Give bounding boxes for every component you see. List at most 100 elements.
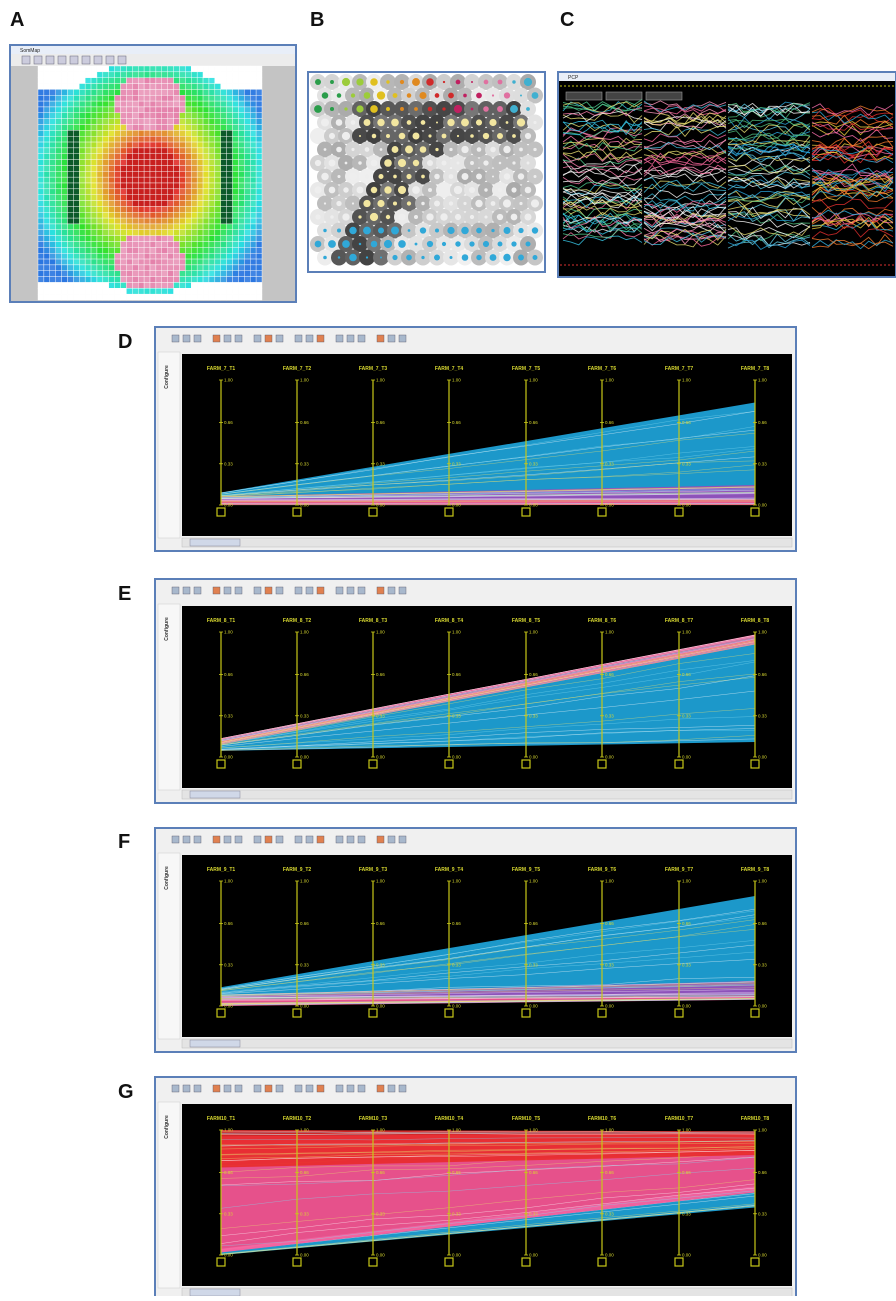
toolbar-icon[interactable]	[224, 335, 231, 342]
toolbar-icon[interactable]	[235, 587, 242, 594]
toolbar-icon[interactable]	[317, 587, 324, 594]
toolbar-icon[interactable]	[358, 335, 365, 342]
toolbar-icon[interactable]	[265, 587, 272, 594]
som-cell	[250, 148, 256, 154]
toolbar-icon[interactable]	[172, 335, 179, 342]
toolbar-icon[interactable]	[295, 1085, 302, 1092]
umatrix-dot	[492, 175, 494, 177]
toolbar-icon[interactable]	[377, 1085, 384, 1092]
toolbar-icon[interactable]	[399, 836, 406, 843]
scrollbar[interactable]	[182, 790, 792, 799]
toolbar-icon[interactable]	[317, 335, 324, 342]
toolbar-icon[interactable]	[358, 836, 365, 843]
toolbar-icon[interactable]	[358, 1085, 365, 1092]
scroll-thumb[interactable]	[190, 1289, 240, 1296]
toolbar-icon[interactable]	[194, 587, 201, 594]
toolbar-icon[interactable]	[183, 1085, 190, 1092]
toolbar-icon[interactable]	[276, 1085, 283, 1092]
toolbar-icon[interactable]	[183, 836, 190, 843]
toolbar-icon[interactable]	[194, 836, 201, 843]
pcp-button[interactable]	[606, 92, 642, 100]
toolbar-icon[interactable]	[295, 836, 302, 843]
som-cell	[115, 113, 121, 119]
toolbar-icon[interactable]	[388, 1085, 395, 1092]
som-cell	[256, 218, 262, 224]
toolbar-icon[interactable]	[399, 587, 406, 594]
toolbar-icon[interactable]	[295, 335, 302, 342]
som-cell	[79, 154, 85, 160]
toolbar-icon[interactable]	[317, 1085, 324, 1092]
scrollbar[interactable]	[182, 1288, 792, 1296]
toolbar-icon[interactable]	[224, 1085, 231, 1092]
toolbar-icon[interactable]	[213, 836, 220, 843]
toolbar-icon[interactable]	[172, 587, 179, 594]
toolbar-icon[interactable]	[172, 1085, 179, 1092]
toolbar-icon[interactable]	[336, 1085, 343, 1092]
toolbar-icon[interactable]	[183, 587, 190, 594]
toolbar-icon[interactable]	[213, 1085, 220, 1092]
toolbar-icon[interactable]	[235, 1085, 242, 1092]
toolbar-icon[interactable]	[347, 836, 354, 843]
toolbar-icon[interactable]	[254, 335, 261, 342]
toolbar-icon[interactable]	[377, 587, 384, 594]
scroll-thumb[interactable]	[190, 791, 240, 798]
toolbar-icon[interactable]	[377, 836, 384, 843]
toolbar-icon[interactable]	[358, 587, 365, 594]
toolbar-icon[interactable]	[265, 1085, 272, 1092]
scrollbar[interactable]	[182, 1039, 792, 1048]
som-cell	[138, 177, 144, 183]
toolbar-icon[interactable]	[306, 587, 313, 594]
toolbar-icon[interactable]	[235, 335, 242, 342]
toolbar-icon[interactable]	[224, 587, 231, 594]
som-cell	[144, 201, 150, 207]
toolbar-icon[interactable]	[254, 1085, 261, 1092]
scroll-thumb[interactable]	[190, 1040, 240, 1047]
toolbar-icon[interactable]	[254, 587, 261, 594]
toolbar-icon[interactable]	[306, 335, 313, 342]
toolbar-icon[interactable]	[276, 587, 283, 594]
toolbar-icon[interactable]	[388, 587, 395, 594]
toolbar-icon[interactable]	[399, 1085, 406, 1092]
toolbar-icon[interactable]	[276, 335, 283, 342]
toolbar-icon[interactable]	[336, 587, 343, 594]
som-cell	[227, 142, 233, 148]
toolbar-icon[interactable]	[336, 335, 343, 342]
toolbar-icon[interactable]	[306, 836, 313, 843]
som-cell	[168, 236, 174, 242]
toolbar-icon[interactable]	[172, 836, 179, 843]
toolbar-icon[interactable]	[265, 836, 272, 843]
toolbar-icon[interactable]	[388, 335, 395, 342]
toolbar-icon[interactable]	[194, 335, 201, 342]
pcp-button[interactable]	[566, 92, 602, 100]
som-cell	[73, 125, 79, 131]
y-axis-label: Configure	[164, 617, 170, 641]
toolbar-icon[interactable]	[183, 335, 190, 342]
umatrix-dot	[380, 148, 383, 151]
toolbar-icon[interactable]	[388, 836, 395, 843]
toolbar-icon[interactable]	[347, 587, 354, 594]
som-cell	[44, 84, 50, 90]
toolbar-icon[interactable]	[347, 335, 354, 342]
toolbar-icon[interactable]	[276, 836, 283, 843]
toolbar-icon[interactable]	[224, 836, 231, 843]
toolbar-icon[interactable]	[399, 335, 406, 342]
som-cell	[215, 78, 221, 84]
som-cell	[209, 160, 215, 166]
toolbar-icon[interactable]	[235, 836, 242, 843]
toolbar-icon[interactable]	[213, 587, 220, 594]
som-cell	[126, 212, 132, 218]
scrollbar[interactable]	[182, 538, 792, 547]
pcp-button[interactable]	[646, 92, 682, 100]
toolbar-icon[interactable]	[317, 836, 324, 843]
toolbar-icon[interactable]	[295, 587, 302, 594]
toolbar-icon[interactable]	[213, 335, 220, 342]
umatrix-dot	[455, 241, 460, 246]
toolbar-icon[interactable]	[265, 335, 272, 342]
toolbar-icon[interactable]	[377, 335, 384, 342]
toolbar-icon[interactable]	[336, 836, 343, 843]
toolbar-icon[interactable]	[306, 1085, 313, 1092]
toolbar-icon[interactable]	[347, 1085, 354, 1092]
scroll-thumb[interactable]	[190, 539, 240, 546]
toolbar-icon[interactable]	[194, 1085, 201, 1092]
toolbar-icon[interactable]	[254, 836, 261, 843]
